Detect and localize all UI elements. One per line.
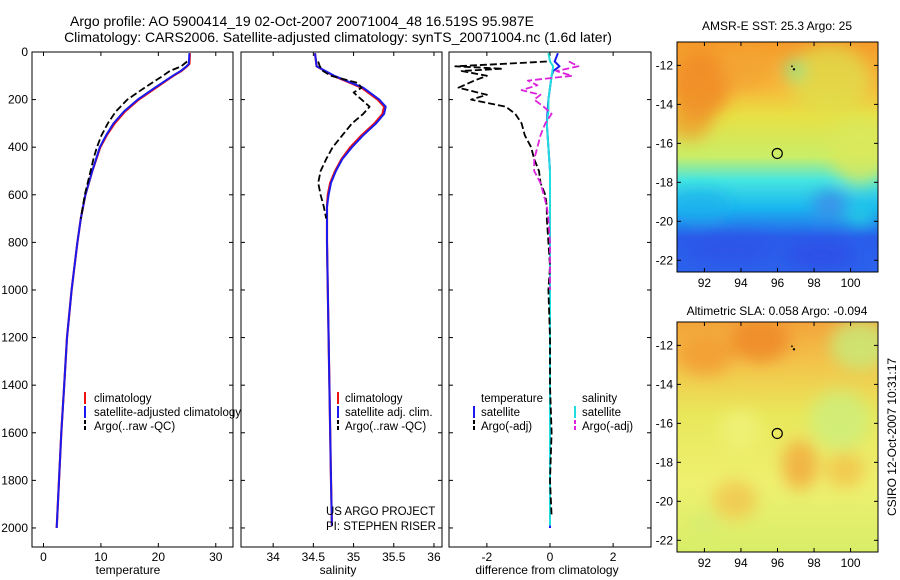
y-tick-label: 1000: [1, 283, 28, 297]
x-tick-label: -2: [482, 550, 493, 564]
salinity-panel: [240, 51, 443, 548]
map-y-tick-label: -18: [656, 175, 674, 189]
x-tick-label: 34: [266, 550, 280, 564]
legend-label-temp-argo: Argo(-adj): [481, 421, 532, 433]
sla-map-axes: 92 94 96 98 100 -12 -14 -16 -18 -20 -22: [656, 322, 878, 570]
y-tick-label: 2000: [1, 521, 28, 535]
map-x-tick-label: 92: [698, 556, 712, 570]
pi-label: PI: STEPHEN RISER: [326, 521, 436, 533]
sla-map-title: Altimetric SLA: 0.058 Argo: -0.094: [687, 304, 868, 318]
track-point-marker: [791, 65, 793, 68]
difference-legend: temperature salinity satellite Argo(-adj…: [473, 393, 633, 433]
temperature-legend: climatology satellite-adjusted climatolo…: [84, 392, 241, 433]
track-point-marker: [792, 68, 796, 71]
track-point-marker: [791, 345, 793, 348]
x-tick-label: 36: [427, 550, 441, 564]
map-x-tick-label: 98: [807, 556, 821, 570]
sst-map-axes: 92 94 96 98 100 -12 -14 -16 -18 -20 -22: [656, 42, 878, 290]
legend-title-salinity: salinity: [582, 393, 617, 405]
legend-label-temp-satellite: satellite: [481, 407, 520, 419]
salinity-chart: 34 34.5 35 35.5 36: [241, 51, 442, 564]
temperature-argo-line: [79, 60, 188, 219]
temperature-chart: 0 10 20 30 0 200 400 600 800 1000 1200 1400 1600 1800…: [1, 45, 233, 564]
map-y-tick-label: -20: [656, 494, 674, 508]
sst-map-title: AMSR-E SST: 25.3 Argo: 25: [702, 19, 852, 33]
x-tick-label: 30: [209, 550, 223, 564]
x-tick-label: 35.5: [382, 550, 406, 564]
x-tick-label: 35: [347, 550, 361, 564]
argo-position-marker: [771, 427, 783, 440]
track-point-marker: [792, 348, 796, 351]
y-tick-label: 800: [8, 235, 28, 249]
sla-map-image: [677, 322, 878, 552]
legend-label-sal-satellite: satellite: [582, 407, 621, 419]
map-x-tick-label: 98: [807, 276, 821, 290]
legend-label-argo: Argo(..raw -QC): [94, 421, 175, 433]
salinity-legend: climatology satellite adj. clim. Argo(..…: [337, 392, 433, 433]
temperature-panel: [31, 51, 234, 548]
legend-label-satellite: satellite-adjusted climatology: [94, 407, 241, 419]
figure-title-line2: Climatology: CARS2006. Satellite-adjuste…: [64, 29, 612, 45]
diff-salinity-argo-line: [520, 60, 580, 290]
y-tick-label: 0: [21, 45, 28, 59]
temperature-satellite-line: [55, 53, 191, 529]
difference-chart: -2 0 2: [449, 51, 651, 564]
x-tick-label: 0: [40, 550, 47, 564]
project-label: US ARGO PROJECT: [326, 506, 435, 518]
legend-label-sal-argo: Argo(-adj): [582, 421, 633, 433]
map-y-tick-label: -12: [656, 338, 674, 352]
y-tick-label: 1800: [1, 473, 28, 487]
map-x-tick-label: 100: [841, 556, 861, 570]
argo-position-marker: [771, 147, 783, 160]
legend-label-argo: Argo(..raw -QC): [345, 421, 426, 433]
map-y-tick-label: -16: [656, 136, 674, 150]
figure-title-line1: Argo profile: AO 5900414_19 02-Oct-2007 …: [70, 13, 534, 29]
map-x-tick-label: 96: [771, 276, 785, 290]
map-y-tick-label: -18: [656, 455, 674, 469]
x-tick-label: 34.5: [302, 550, 326, 564]
map-x-tick-label: 96: [771, 556, 785, 570]
sst-map-image: [677, 42, 878, 272]
map-y-tick-label: -20: [656, 214, 674, 228]
salinity-satellite-line: [314, 53, 387, 526]
map-x-tick-label: 94: [734, 276, 748, 290]
legend-label-satellite: satellite adj. clim.: [345, 407, 433, 419]
y-tick-label: 1600: [1, 426, 28, 440]
map-y-tick-label: -16: [656, 416, 674, 430]
map-y-tick-label: -22: [656, 253, 674, 267]
x-tick-label: 10: [94, 550, 108, 564]
map-x-tick-label: 92: [698, 276, 712, 290]
y-tick-label: 600: [8, 188, 28, 202]
map-y-tick-label: -14: [656, 97, 674, 111]
temperature-xlabel: temperature: [96, 563, 161, 577]
map-x-tick-label: 94: [734, 556, 748, 570]
salinity-xlabel: salinity: [320, 563, 357, 577]
y-tick-label: 400: [8, 140, 28, 154]
map-y-tick-label: -22: [656, 533, 674, 547]
timestamp-label: CSIRO 12-Oct-2007 10:31:17: [885, 358, 899, 516]
legend-label-climatology: climatology: [94, 393, 152, 405]
x-tick-label: 2: [610, 550, 617, 564]
legend-label-climatology: climatology: [345, 393, 403, 405]
y-tick-label: 1400: [1, 378, 28, 392]
difference-xlabel: difference from climatology: [475, 563, 618, 577]
map-y-tick-label: -14: [656, 377, 674, 391]
y-tick-label: 200: [8, 93, 28, 107]
x-tick-label: 20: [152, 550, 166, 564]
legend-title-temperature: temperature: [481, 393, 543, 405]
salinity-argo-line: [317, 61, 371, 219]
x-tick-label: 0: [547, 550, 554, 564]
y-tick-label: 1200: [1, 331, 28, 345]
map-x-tick-label: 100: [841, 276, 861, 290]
map-y-tick-label: -12: [656, 58, 674, 72]
